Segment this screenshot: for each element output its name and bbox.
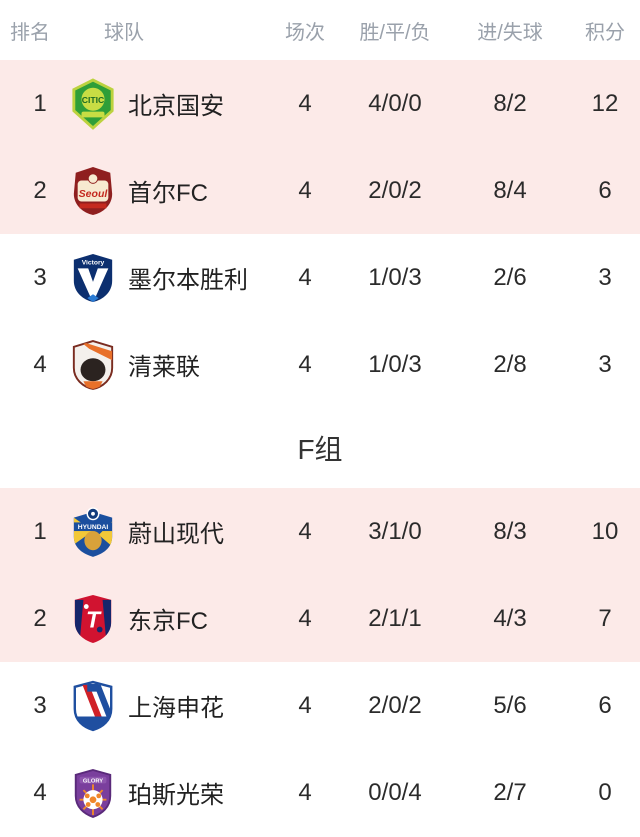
points-value: 6 (598, 176, 612, 204)
column-header-goals: 进/失球 (477, 21, 543, 44)
rank-value: 1 (33, 89, 47, 117)
points-value: 3 (598, 263, 612, 291)
table-row[interactable]: 4 GLORY 珀斯光荣 4 0/0/4 2/7 0 (0, 749, 640, 836)
wdl-value: 3/1/0 (368, 517, 422, 545)
goals-value: 4/3 (493, 604, 527, 632)
wdl-value: 1/0/3 (368, 350, 422, 378)
points-value: 12 (591, 89, 619, 117)
points-value: 10 (591, 517, 619, 545)
matches-value: 4 (298, 604, 312, 632)
rank-value: 4 (33, 350, 47, 378)
svg-text:T: T (86, 606, 102, 632)
table-row[interactable]: 1 CITIC 北京国安 4 4/0/0 8/2 12 (0, 60, 640, 147)
goals-value: 2/8 (493, 350, 527, 378)
rank-value: 2 (33, 604, 47, 632)
table-row[interactable]: 4 清莱联 4 1/0/3 2/8 3 (0, 321, 640, 408)
matches-value: 4 (298, 350, 312, 378)
seoul-fc-logo: Seoul (73, 166, 113, 215)
wdl-value: 4/0/0 (368, 89, 422, 117)
goals-value: 8/2 (493, 89, 527, 117)
matches-value: 4 (298, 778, 312, 806)
beijing-guoan-logo: CITIC (72, 77, 114, 130)
team-name: 首尔FC (128, 180, 208, 207)
table-row[interactable]: 2 Seoul 首尔FC 4 2/0/2 8/4 6 (0, 147, 640, 234)
ulsan-hyundai-logo: HYUNDAI (73, 506, 113, 557)
team-name: 清莱联 (128, 354, 200, 381)
table-row[interactable]: 1 HYUNDAI 蔚山现代 4 3/1/0 8/3 10 (0, 488, 640, 575)
points-value: 7 (598, 604, 612, 632)
column-header-rank: 排名 (10, 21, 50, 44)
goals-value: 5/6 (493, 691, 527, 719)
team-name: 北京国安 (128, 93, 224, 120)
goals-value: 2/7 (493, 778, 527, 806)
table-row[interactable]: 3 Victory 墨尔本胜利 4 1/0/3 2/6 3 (0, 234, 640, 321)
table-row[interactable]: 3 上海申花 4 2/0/2 5/6 6 (0, 662, 640, 749)
svg-text:Seoul: Seoul (79, 187, 109, 199)
goals-value: 2/6 (493, 263, 527, 291)
rank-value: 3 (33, 691, 47, 719)
table-row[interactable]: 2 T 东京FC 4 2/1/1 4/3 7 (0, 575, 640, 662)
team-name: 蔚山现代 (128, 521, 224, 548)
wdl-value: 2/0/2 (368, 691, 422, 719)
matches-value: 4 (298, 263, 312, 291)
wdl-value: 1/0/3 (368, 263, 422, 291)
svg-text:Victory: Victory (82, 259, 105, 266)
matches-value: 4 (298, 176, 312, 204)
goals-value: 8/3 (493, 517, 527, 545)
fc-tokyo-logo: T (74, 594, 112, 643)
wdl-value: 2/1/1 (368, 604, 422, 632)
team-name: 墨尔本胜利 (128, 267, 248, 294)
perth-glory-logo: GLORY (74, 768, 112, 818)
shanghai-shenhua-logo (73, 680, 113, 731)
team-name: 上海申花 (128, 695, 224, 722)
team-name: 东京FC (128, 608, 208, 635)
team-name: 珀斯光荣 (128, 782, 224, 809)
matches-value: 4 (298, 691, 312, 719)
wdl-value: 2/0/2 (368, 176, 422, 204)
points-value: 6 (598, 691, 612, 719)
chiangrai-united-logo (72, 339, 114, 390)
goals-value: 8/4 (493, 176, 527, 204)
svg-text:GLORY: GLORY (83, 778, 103, 784)
wdl-value: 0/0/4 (368, 778, 422, 806)
column-header-matches: 场次 (285, 21, 325, 44)
matches-value: 4 (298, 517, 312, 545)
column-header-wdl: 胜/平/负 (359, 21, 431, 44)
points-value: 3 (598, 350, 612, 378)
group-section-title: F组 (0, 408, 640, 488)
points-value: 0 (598, 778, 612, 806)
column-header-points: 积分 (585, 21, 625, 44)
column-header-team: 球队 (104, 21, 144, 44)
svg-text:HYUNDAI: HYUNDAI (78, 524, 109, 531)
rank-value: 2 (33, 176, 47, 204)
table-header: 排名 球队 场次 胜/平/负 进/失球 积分 (0, 0, 640, 60)
rank-value: 4 (33, 778, 47, 806)
rank-value: 3 (33, 263, 47, 291)
svg-text:CITIC: CITIC (82, 95, 104, 105)
melbourne-victory-logo: Victory (73, 253, 113, 302)
rank-value: 1 (33, 517, 47, 545)
matches-value: 4 (298, 89, 312, 117)
